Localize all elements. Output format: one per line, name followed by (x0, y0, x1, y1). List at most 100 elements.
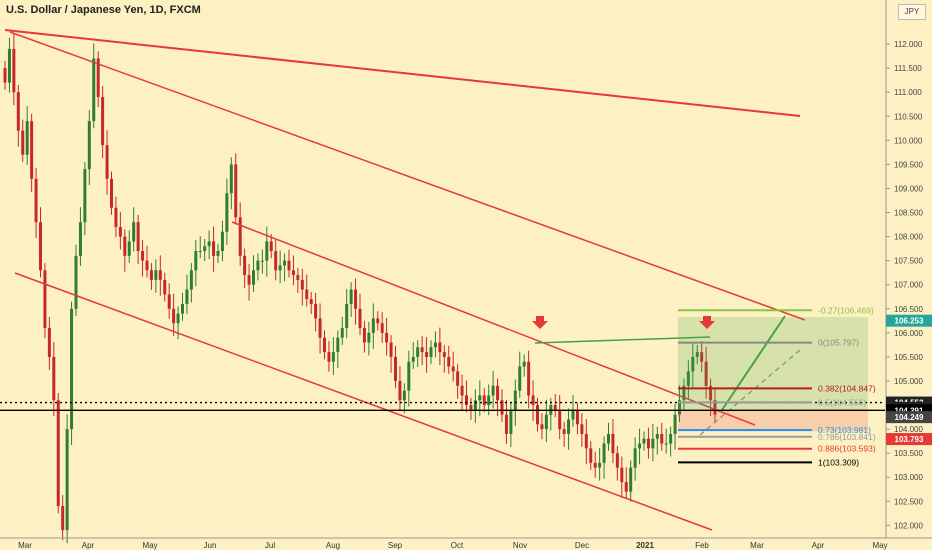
candle-body (229, 164, 233, 194)
trend-line[interactable] (9, 31, 806, 321)
candle-body (611, 433, 615, 454)
candle-body (158, 270, 162, 280)
candle-body (43, 270, 47, 329)
price-tag-label: 103.793 (895, 435, 924, 444)
candle-body (500, 400, 504, 415)
trend-line[interactable] (14, 272, 713, 531)
candle-body (651, 438, 655, 449)
candle-body (451, 366, 455, 372)
candle-body (212, 241, 216, 256)
candle-body (522, 361, 526, 367)
candle-body (509, 409, 513, 434)
x-tick-label: Nov (513, 541, 527, 550)
candle-body (553, 405, 557, 410)
candle-body (638, 443, 642, 449)
candle-body (16, 92, 20, 131)
candle-body (642, 438, 646, 444)
candle-body (34, 178, 38, 223)
y-tick-label: 109.000 (894, 184, 923, 193)
candle-body (562, 429, 566, 434)
y-tick-label: 109.500 (894, 160, 923, 169)
x-tick-label: May (142, 541, 157, 550)
candle-body (371, 318, 375, 333)
trend-line[interactable] (534, 336, 711, 344)
y-tick-label: 102.000 (894, 521, 923, 530)
candle-body (203, 246, 207, 252)
candle-body (527, 361, 531, 396)
candle-body (460, 385, 464, 396)
candle-body (482, 395, 486, 406)
candle-body (624, 482, 628, 492)
candle-body (660, 433, 664, 444)
projection-line[interactable] (721, 315, 786, 411)
candle-body (21, 130, 25, 155)
x-tick-label: Sep (388, 541, 403, 550)
trend-line[interactable] (231, 221, 756, 426)
candle-body (544, 414, 548, 430)
x-tick-label: Apr (812, 541, 825, 550)
loss-zone[interactable] (678, 410, 868, 432)
dashed-projection[interactable] (699, 349, 801, 436)
candle-body (252, 270, 255, 285)
candle-body (172, 308, 176, 324)
price-tag-label: 104.249 (895, 413, 924, 422)
candle-body (3, 68, 7, 83)
candle-body (673, 414, 677, 434)
candle-body (633, 448, 637, 468)
candle-body (247, 275, 251, 285)
candle-body (300, 279, 304, 290)
candle-body (265, 241, 269, 261)
candle-body (92, 58, 96, 122)
candle-body (686, 371, 690, 386)
candle-body (274, 251, 278, 271)
candle-body (318, 318, 322, 338)
candle-body (149, 270, 153, 280)
candle-body (411, 356, 415, 362)
x-tick-label: Aug (326, 541, 340, 550)
price-axis[interactable] (886, 0, 932, 550)
candle-body (70, 308, 74, 430)
profit-zone[interactable] (678, 317, 868, 411)
candle-body (620, 467, 624, 483)
fib-level-label: 0.73(103.981) (818, 425, 871, 435)
candle-body (87, 121, 91, 170)
candle-body (225, 193, 229, 232)
candle-body (345, 303, 349, 329)
fib-level-label: -0.27(106.469) (818, 305, 874, 315)
x-tick-label: Mar (18, 541, 32, 550)
x-tick-label: Apr (82, 541, 95, 550)
candle-body (376, 318, 380, 324)
candle-body (30, 121, 34, 179)
fib-level-label: 1(103.309) (818, 457, 859, 467)
fib-level-label: 0.382(104.847) (818, 383, 876, 393)
chart-title: U.S. Dollar / Japanese Yen, 1D, FXCM (6, 4, 201, 16)
candle-body (349, 289, 353, 304)
candle-body (615, 453, 619, 468)
x-tick-label: May (872, 541, 887, 550)
candle-body (25, 121, 29, 155)
candle-body (447, 356, 451, 367)
candle-body (385, 332, 389, 343)
candle-body (216, 251, 220, 256)
price-tag (886, 411, 932, 424)
candle-body (664, 443, 668, 445)
candle-body (394, 356, 397, 381)
candle-body (362, 328, 366, 343)
candle-body (305, 289, 309, 300)
candle-body (629, 467, 633, 492)
y-tick-label: 107.500 (894, 257, 923, 266)
trend-line[interactable] (4, 29, 801, 117)
candle-body (354, 289, 358, 309)
x-tick-label: Feb (695, 541, 709, 550)
candle-body (558, 409, 562, 430)
down-arrow-icon (699, 316, 715, 329)
candle-body (389, 342, 393, 357)
candle-body (323, 337, 326, 353)
candle-body (181, 303, 184, 314)
candle-body (167, 294, 171, 309)
currency-badge[interactable]: JPY (898, 4, 926, 20)
candle-body (123, 236, 127, 256)
candle-body (438, 342, 442, 353)
candle-body (260, 260, 264, 262)
